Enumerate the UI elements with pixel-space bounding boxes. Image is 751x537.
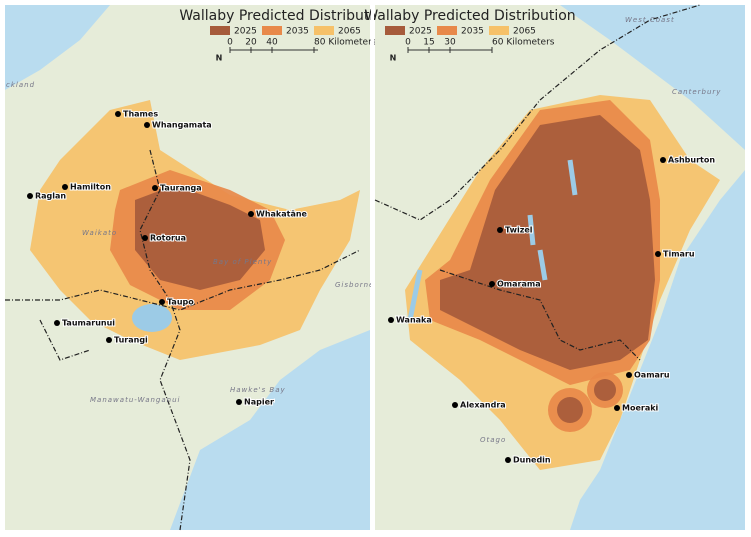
map-title: Wallaby Predicted Distribution (364, 8, 575, 24)
legend-label: 2025 (409, 27, 432, 37)
legend-swatch (210, 26, 230, 35)
region-label: Otago (480, 436, 506, 444)
map-title: Wallaby Predicted Distribution (179, 8, 390, 24)
region-border (5, 149, 361, 531)
place-dot (159, 299, 165, 305)
legend-label: 2065 (338, 27, 361, 37)
legend-label: 2065 (513, 27, 536, 37)
place-label: Omarama (497, 280, 541, 289)
zone-2025 (135, 185, 265, 290)
place-dot (236, 399, 242, 405)
region-border (374, 4, 701, 361)
place-label: Moeraki (622, 404, 659, 413)
scale-label: 15 (423, 38, 434, 48)
legend-label: 2035 (286, 27, 309, 37)
place-dot (152, 185, 158, 191)
place-label: Whakatāne (256, 210, 308, 219)
place-label: Taumarunui (62, 319, 115, 328)
place-dot (54, 320, 60, 326)
place-dot (614, 405, 620, 411)
scale-label: 40 (266, 38, 278, 48)
place-dot (144, 122, 150, 128)
zone-2025 (557, 397, 583, 423)
place-dot (626, 372, 632, 378)
place-label: Tauranga (160, 184, 202, 193)
scale-label: 0 (405, 38, 411, 48)
place-label: Twizel (505, 226, 533, 235)
lake (132, 304, 172, 332)
region-label: West Coast (625, 16, 675, 24)
place-label: Rotorua (150, 234, 186, 243)
north-arrow: N (390, 54, 397, 63)
place-label: Oamaru (634, 371, 670, 380)
place-dot (106, 337, 112, 343)
place-label: Dunedin (513, 456, 551, 465)
region-label: Bay of Plenty (213, 258, 272, 266)
scale-label: 0 (227, 38, 233, 48)
place-label: Wanaka (396, 316, 432, 325)
region-label: Gisborne (335, 281, 374, 289)
legend-label: 2035 (461, 27, 484, 37)
place-dot (388, 317, 394, 323)
place-dot (655, 251, 661, 257)
legend-label: 2025 (234, 27, 257, 37)
legend-swatch (489, 26, 509, 35)
region-label: Canterbury (672, 88, 721, 96)
place-label: Timaru (663, 250, 695, 259)
place-dot (505, 457, 511, 463)
place-dot (248, 211, 254, 217)
place-dot (497, 227, 503, 233)
place-label: Hamilton (70, 183, 111, 192)
lake (407, 159, 578, 321)
place-dot (142, 235, 148, 241)
scale-label: 60 Kilometers (492, 38, 555, 48)
place-label: Taupo (167, 298, 194, 307)
place-label: Raglan (35, 192, 66, 201)
place-dot (115, 111, 121, 117)
legend-swatch (314, 26, 334, 35)
map-right: Wallaby Predicted Distribution N Ashburt… (364, 4, 745, 530)
map-left: Wallaby Predicted Distribution N Thames … (5, 5, 391, 531)
place-dot (62, 184, 68, 190)
region-label: Hawke's Bay (230, 386, 286, 394)
legend-swatch (437, 26, 457, 35)
place-dot (489, 281, 495, 287)
place-label: Alexandra (460, 401, 506, 410)
place-label: Thames (123, 110, 158, 119)
place-label: Napier (244, 398, 274, 407)
region-label: Manawatu-Wanganui (90, 396, 180, 404)
place-label: Whangamata (152, 121, 212, 130)
place-dot (660, 157, 666, 163)
place-dot (27, 193, 33, 199)
region-label: ckland (6, 81, 35, 89)
legend-swatch (262, 26, 282, 35)
scale-label: 30 (444, 38, 456, 48)
legend-swatch (385, 26, 405, 35)
scale-label: 80 Kilometers (314, 38, 377, 48)
zone-2025 (440, 115, 655, 370)
scale-label: 20 (245, 38, 257, 48)
north-arrow: N (216, 54, 223, 63)
region-label: Waikato (82, 229, 117, 237)
place-label: Turangi (114, 336, 148, 345)
place-label: Ashburton (668, 156, 715, 165)
zone-2025 (594, 379, 616, 401)
place-dot (452, 402, 458, 408)
